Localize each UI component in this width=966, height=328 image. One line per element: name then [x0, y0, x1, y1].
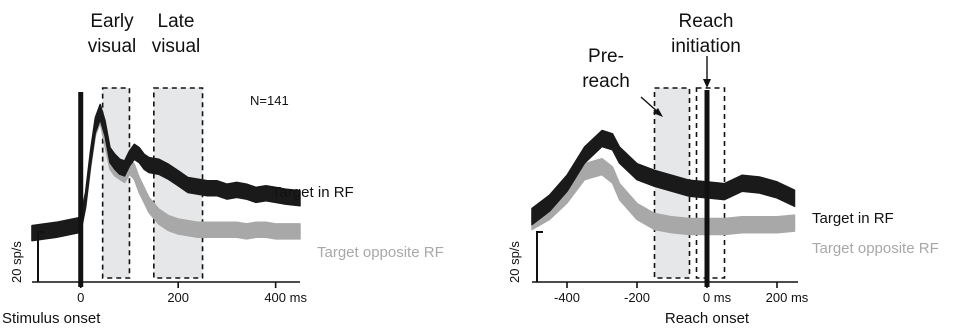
x-axis-title: Stimulus onset [2, 310, 101, 327]
scale-bar-label: 20 sp/s [507, 241, 522, 283]
legend-label-target-in-rf: Target in RF [272, 184, 354, 201]
firing-rate-traces [31, 92, 301, 287]
x-tick-label: 400 ms [264, 290, 307, 305]
x-tick-label: 200 [167, 290, 189, 305]
trace-target-opposite-rf [531, 157, 796, 236]
arrow-to-prereach-window [640, 96, 663, 117]
legend-label-target-opposite-rf: Target opposite RF [812, 240, 939, 257]
n-count-label: N=141 [250, 93, 289, 108]
window-label-reach-initiation-line2: initiation [671, 36, 741, 57]
x-tick-label: 0 [77, 290, 84, 305]
window-label-prereach-line1: Pre- [588, 46, 624, 67]
window-label-early-line1: Early [90, 11, 134, 32]
window-label-early-line2: visual [88, 36, 137, 57]
scale-bar-label: 20 sp/s [9, 241, 24, 283]
x-axis: 0 200 400 ms [32, 231, 307, 305]
stimulus-aligned-panel: 0 200 400 ms Early visual Late visual N=14… [2, 11, 444, 327]
x-tick-label: 200 ms [766, 290, 809, 305]
window-label-reach-initiation-line1: Reach [679, 11, 734, 32]
x-tick-label: -400 [554, 290, 580, 305]
scale-bar [536, 231, 543, 282]
legend-label-target-opposite-rf: Target opposite RF [317, 244, 444, 261]
x-axis-title: Reach onset [665, 310, 750, 327]
window-label-prereach-line2: reach [582, 71, 630, 92]
arrow-to-reach-initiation [703, 56, 711, 88]
trace-target-in-rf [531, 129, 796, 226]
firing-rate-traces [531, 90, 796, 287]
window-label-late-line2: visual [152, 36, 201, 57]
x-axis: -400 -200 0 ms 200 ms [532, 231, 809, 305]
legend-label-target-in-rf: Target in RF [812, 210, 894, 227]
x-tick-label: 0 ms [703, 290, 732, 305]
scale-bar [37, 231, 44, 282]
reach-aligned-panel: -400 -200 0 ms 200 ms Pre- reach Reach init… [507, 11, 939, 327]
trace-target-in-rf [31, 103, 301, 242]
analysis-window-2 [695, 87, 726, 279]
analysis-window-1 [101, 87, 131, 279]
x-tick-label: -200 [624, 290, 650, 305]
window-label-late-line1: Late [158, 11, 195, 32]
